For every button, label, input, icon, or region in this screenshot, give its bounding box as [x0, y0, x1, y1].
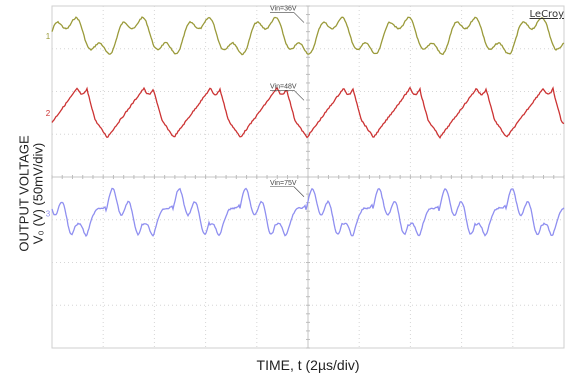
brand-logo: LeCroy [529, 9, 564, 20]
channel-marker: 2 [46, 109, 51, 118]
trace-labels: 1 Vin=36V 2 Vin=48V 3 Vin=75V [46, 6, 305, 218]
trace-Vin=48V [51, 86, 565, 140]
trace-label: Vin=36V [270, 6, 297, 13]
grid [51, 5, 565, 349]
trace-label-leader [293, 90, 305, 101]
trace-Vin=36V [51, 16, 565, 56]
trace-label-leader [293, 186, 305, 197]
traces [51, 16, 565, 238]
channel-marker: 1 [46, 32, 51, 41]
x-axis-label: TIME, t (2µs/div) [256, 357, 360, 373]
trace-label: Vin=48V [270, 83, 297, 90]
trace-label-leader [293, 12, 305, 23]
trace-Vin=75V [51, 187, 565, 238]
channel-marker: 3 [46, 209, 51, 218]
trace-label: Vin=75V [270, 180, 297, 187]
